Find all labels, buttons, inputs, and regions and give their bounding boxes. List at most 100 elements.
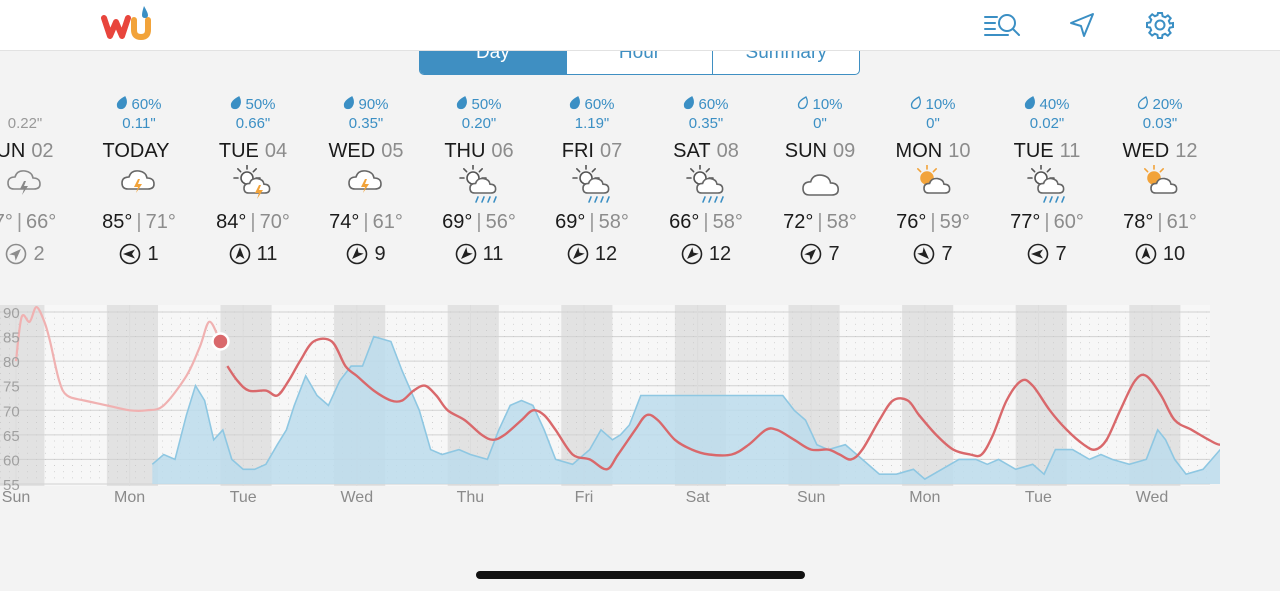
night-band [107, 305, 158, 486]
x-tick-label: Tue [230, 489, 257, 506]
day-column[interactable]: 90% 0.35" WED 05 74° | 61° 9 [310, 95, 422, 267]
y-tick-label: 65 [3, 428, 20, 445]
precip-chance-value: 10% [925, 96, 955, 113]
sun-thunderstorm-icon [197, 163, 309, 207]
wind-speed: 7 [1055, 241, 1066, 267]
day-number: 05 [381, 140, 403, 162]
low-temp: 56° [486, 211, 516, 233]
day-label: UN [0, 140, 25, 162]
high-temp: 69° [442, 211, 472, 233]
day-number: 04 [265, 140, 287, 162]
x-tick-label: Sat [686, 489, 711, 506]
day-number: 10 [948, 140, 970, 162]
day-column[interactable]: 50% 0.66" TUE 04 84° | 70° 11 [197, 95, 309, 267]
temp-separator: | [472, 211, 485, 233]
wind: 9 [310, 241, 422, 267]
wind-speed: 1 [147, 241, 158, 267]
day-name: SAT 08 [650, 139, 762, 163]
day-label: WED [329, 140, 376, 162]
home-indicator[interactable] [476, 571, 805, 579]
wind: 12 [650, 241, 762, 267]
y-tick-label: 90 [3, 305, 20, 322]
precip-chance: 50% [197, 95, 309, 115]
wu-logo[interactable] [100, 4, 162, 44]
day-column[interactable]: 50% 0.20" THU 06 69° | 56° 11 [423, 95, 535, 267]
y-tick-label: 80 [3, 354, 20, 371]
precip-chance-value: 50% [245, 96, 275, 113]
day-label: SAT [673, 140, 710, 162]
day-name: TUE 11 [991, 139, 1103, 163]
precip-chance-value: 60% [584, 96, 614, 113]
wind-direction-icon [913, 243, 941, 265]
precip-amount: 0.35" [310, 115, 422, 135]
day-label: MON [896, 140, 943, 162]
temp-separator: | [699, 211, 712, 233]
precip-chance: 60% [536, 95, 648, 115]
high-temp: 74° [329, 211, 359, 233]
day-label: THU [444, 140, 485, 162]
low-temp: 58° [599, 211, 629, 233]
day-column[interactable]: 40% 0.02" TUE 11 77° | 60° 7 [991, 95, 1103, 267]
day-name: TUE 04 [197, 139, 309, 163]
day-number: 07 [600, 140, 622, 162]
temperature-range: 78° | 61° [1104, 209, 1216, 235]
location-arrow-icon[interactable] [1062, 9, 1102, 41]
wind-direction-icon [800, 243, 828, 265]
wind-speed: 12 [595, 241, 617, 267]
temp-separator: | [246, 211, 259, 233]
temperature-range: 85° | 71° [83, 209, 195, 235]
day-column[interactable]: 10% 0" SUN 09 72° | 58° 7 [764, 95, 876, 267]
high-temp: 85° [102, 211, 132, 233]
day-column[interactable]: 20% 0.03" WED 12 78° | 61° 10 [1104, 95, 1216, 267]
wind-speed: 7 [828, 241, 839, 267]
wind: 11 [197, 241, 309, 267]
x-tick-label: Sun [2, 489, 30, 506]
precip-amount: 0.03" [1104, 115, 1216, 135]
x-tick-label: Fri [575, 489, 594, 506]
search-list-icon[interactable] [982, 9, 1022, 41]
temp-separator: | [13, 211, 26, 233]
precip-chance-value: 60% [698, 96, 728, 113]
day-column[interactable]: 10% 0" MON 10 76° | 59° 7 [877, 95, 989, 267]
y-tick-label: 60 [3, 452, 20, 469]
temperature-range: 84° | 70° [197, 209, 309, 235]
day-label: FRI [562, 140, 594, 162]
hourly-chart[interactable]: 90 85 80 75 70 65 60 55 Sun Mon Tue Wed Thu Fri Sat Sun… [0, 300, 1220, 510]
day-label: WED [1123, 140, 1170, 162]
day-name: WED 05 [310, 139, 422, 163]
precip-chance-value: 60% [131, 96, 161, 113]
x-tick-label: Sun [797, 489, 825, 506]
precip-chance: 50% [423, 95, 535, 115]
gear-icon[interactable] [1140, 9, 1180, 41]
low-temp: 70° [260, 211, 290, 233]
temp-separator: | [1040, 211, 1053, 233]
precip-amount: 0.02" [991, 115, 1103, 135]
day-column[interactable]: 60% 0.11" TODAY 85° | 71° 1 [83, 95, 195, 267]
precip-amount: 0.20" [423, 115, 535, 135]
temperature-range: 76° | 59° [877, 209, 989, 235]
x-tick-label: Wed [340, 489, 373, 506]
high-temp: 84° [216, 211, 246, 233]
precip-amount: 0.22" [0, 115, 81, 135]
y-tick-label: 70 [3, 403, 20, 420]
precip-chance-value: 10% [812, 96, 842, 113]
day-column[interactable]: 60% 1.19" FRI 07 69° | 58° 12 [536, 95, 648, 267]
wind: 1 [83, 241, 195, 267]
sun-rain-icon [650, 163, 762, 207]
temp-separator: | [1153, 211, 1166, 233]
precip-chance-value: 20% [1152, 96, 1182, 113]
wind-speed: 10 [1163, 241, 1185, 267]
current-temp-marker [212, 333, 228, 349]
wind: 11 [423, 241, 535, 267]
wind: 7 [877, 241, 989, 267]
precip-chance: 10% [877, 95, 989, 115]
wind-direction-icon [681, 243, 709, 265]
precip-chance-value: 90% [358, 96, 388, 113]
day-column[interactable]: 60% 0.35" SAT 08 66° | 58° 12 [650, 95, 762, 267]
day-name: MON 10 [877, 139, 989, 163]
low-temp: 66° [26, 211, 56, 233]
x-tick-label: Mon [909, 489, 940, 506]
high-temp: 72° [783, 211, 813, 233]
